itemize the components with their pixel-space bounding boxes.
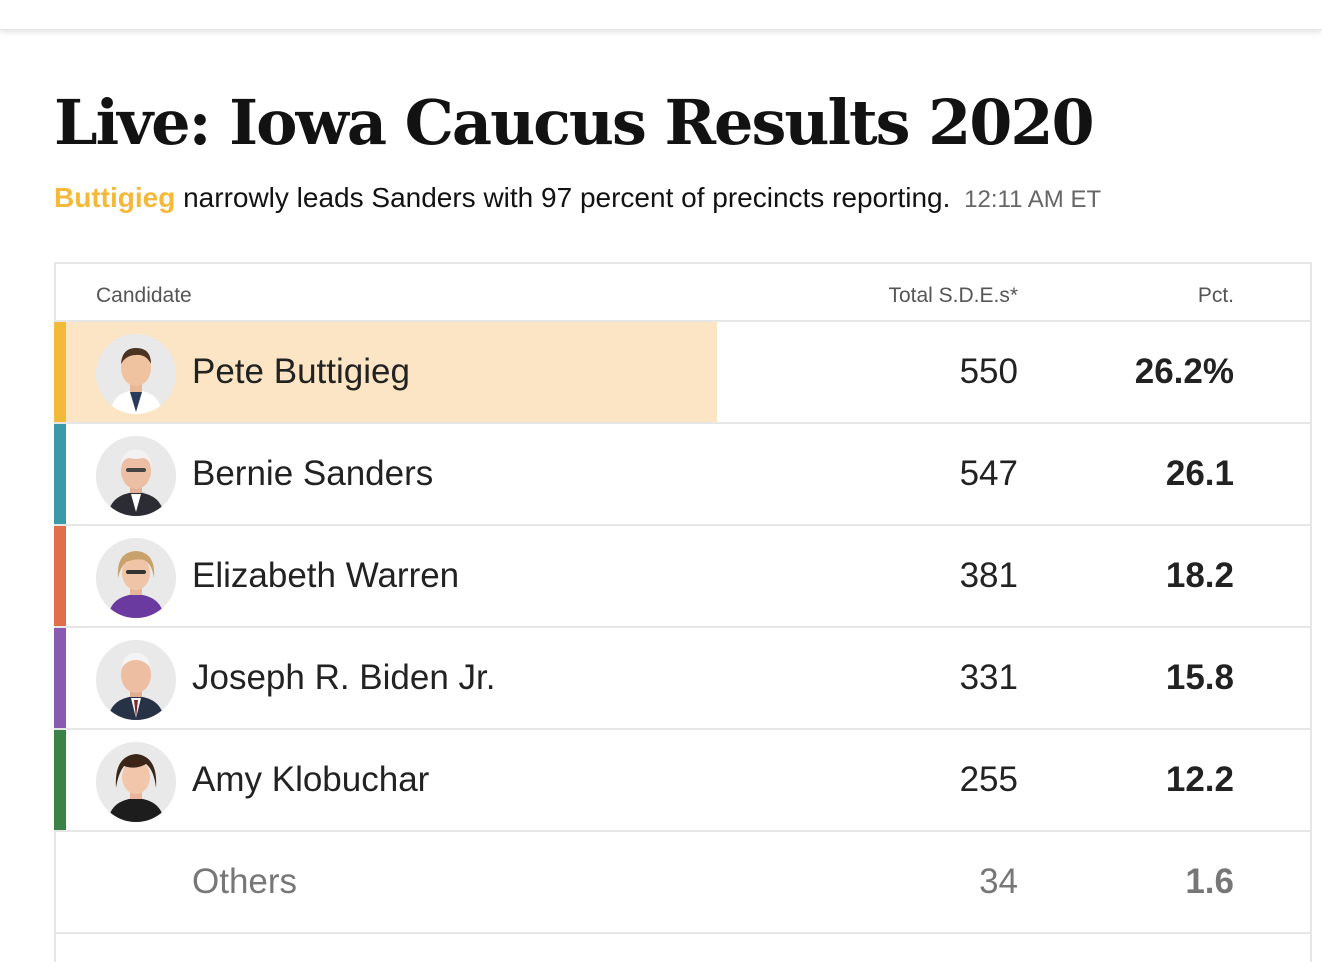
results-summary: Buttigieg narrowly leads Sanders with 97… [54,182,1101,214]
top-nav-bar [0,0,1322,30]
candidate-name: Bernie Sanders [192,454,434,493]
bernie-sanders-avatar-icon [96,436,176,516]
candidate-name: Amy Klobuchar [192,760,430,799]
candidate-sdes: 550 [959,352,1018,391]
table-row: Pete Buttigieg 550 26.2% [54,322,1310,424]
table-row: Amy Klobuchar 255 12.2 [54,730,1310,832]
candidate-color-bar [54,628,66,728]
column-header-sdes: Total S.D.E.s* [888,284,1018,307]
candidate-pct: 26.1 [1165,454,1234,493]
update-timestamp: 12:11 AM ET [964,186,1102,213]
candidate-color-bar [54,322,66,422]
leader-name: Buttigieg [54,182,176,213]
column-header-pct: Pct. [1197,284,1234,307]
elizabeth-warren-avatar-icon [96,538,176,618]
candidate-sdes: 331 [959,658,1018,697]
candidate-color-bar [54,526,66,626]
candidate-name: Pete Buttigieg [192,352,410,391]
candidate-name: Others [192,862,298,901]
candidate-pct: 1.6 [1185,862,1234,901]
table-row: Elizabeth Warren 381 18.2 [54,526,1310,628]
candidate-sdes: 34 [979,862,1018,901]
candidate-pct: 15.8 [1165,658,1234,697]
candidate-pct: 18.2 [1165,556,1234,595]
results-table: Candidate Total S.D.E.s* Pct. Pete Butti… [54,262,1312,962]
amy-klobuchar-avatar-icon [96,742,176,822]
page-title: Live: Iowa Caucus Results 2020 [54,86,1095,159]
candidate-sdes: 255 [959,760,1018,799]
table-row: Bernie Sanders 547 26.1 [54,424,1310,526]
candidate-sdes: 547 [959,454,1018,493]
candidate-name: Elizabeth Warren [192,556,460,595]
table-row-others: Others 34 1.6 [56,832,1310,934]
candidate-color-bar [54,424,66,524]
candidate-color-bar [54,730,66,830]
candidate-sdes: 381 [959,556,1018,595]
summary-text: narrowly leads Sanders with 97 percent o… [183,182,951,213]
column-header-candidate: Candidate [96,284,192,307]
table-row: Joseph R. Biden Jr. 331 15.8 [54,628,1310,730]
pete-buttigieg-avatar-icon [96,334,176,414]
candidate-name: Joseph R. Biden Jr. [192,658,496,697]
joseph-biden-avatar-icon [96,640,176,720]
table-header: Candidate Total S.D.E.s* Pct. [56,264,1310,322]
candidate-pct: 26.2% [1134,352,1234,391]
candidate-pct: 12.2 [1165,760,1234,799]
